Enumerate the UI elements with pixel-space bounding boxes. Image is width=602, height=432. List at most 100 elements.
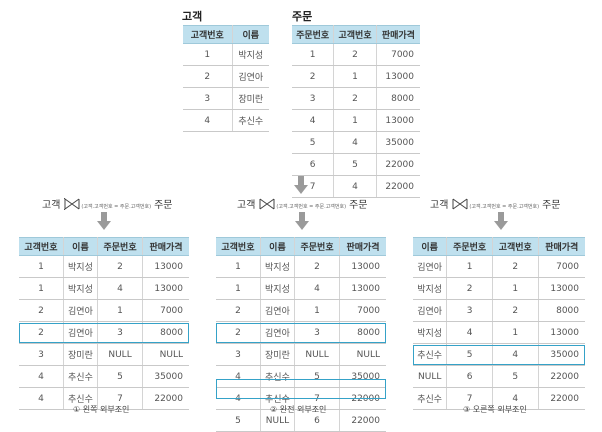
table-cell: 1 <box>19 255 64 278</box>
table-row: 1 박지성 4 13000 <box>216 277 386 300</box>
column-header: 이름 <box>260 237 296 256</box>
table-cell: 13000 <box>376 109 420 132</box>
table-cell: 5 <box>333 153 377 176</box>
full-join-left-label: 고객 <box>237 200 256 211</box>
table-cell: NULL <box>339 343 386 366</box>
right-join-expression: 고객 (고객.고객번호 = 주문.고객번호) 주문 <box>430 196 560 211</box>
table-row: 2 김연아 3 8000 <box>19 321 189 344</box>
table-cell: 3 <box>294 321 341 344</box>
table-row: 2 김연아 1 7000 <box>19 299 189 322</box>
table-row: 4 1 13000 <box>292 109 420 132</box>
column-header: 주문번호 <box>292 25 335 44</box>
table-cell: 박지성 <box>413 277 448 300</box>
table-row: 4 추신수 <box>183 109 269 132</box>
table-cell: 4 <box>183 109 233 132</box>
table-cell: 4 <box>333 175 377 198</box>
column-header: 판매가격 <box>339 237 386 256</box>
table-cell: 13000 <box>538 321 585 344</box>
right-join-condition: (고객.고객번호 = 주문.고객번호) <box>469 204 540 210</box>
table-cell: 김연아 <box>63 321 99 344</box>
table-cell: 13000 <box>376 65 420 88</box>
table-row: 3 2 8000 <box>292 87 420 110</box>
table-cell: 3 <box>292 87 335 110</box>
table-cell: 2 <box>446 277 493 300</box>
table-cell: 4 <box>492 343 539 366</box>
table-row: 7 4 22000 <box>292 175 420 198</box>
table-cell: 22000 <box>538 387 585 410</box>
left-outer-join-icon <box>64 197 80 210</box>
table-cell: 8000 <box>339 321 386 344</box>
table-cell: 22000 <box>339 387 386 410</box>
table-cell: NULL <box>142 343 189 366</box>
table-row: 1 박지성 <box>183 43 269 66</box>
right-outer-join-icon <box>452 198 468 209</box>
column-header: 주문번호 <box>97 237 144 256</box>
table-row: 2 김연아 1 7000 <box>216 299 386 322</box>
table-cell: 5 <box>292 131 335 154</box>
column-header: 이름 <box>232 25 269 44</box>
table-cell: 4 <box>19 365 64 388</box>
table-cell: 장미란 <box>63 343 99 366</box>
table-row: 김연아 3 2 8000 <box>413 299 585 322</box>
table-cell: 추신수 <box>63 387 99 410</box>
table-cell: 3 <box>97 321 144 344</box>
table-cell: 박지성 <box>413 321 448 344</box>
table-cell: 1 <box>294 299 341 322</box>
table-cell: 2 <box>216 321 261 344</box>
column-header: 고객번호 <box>216 237 261 256</box>
table-row: 4 추신수 5 35000 <box>216 365 386 388</box>
table-cell: 2 <box>183 65 233 88</box>
left-join-expression: 고객 (고객.고객번호 = 주문.고객번호) 주문 <box>42 196 172 211</box>
orders-table: 주문번호 고객번호 판매가격 1 2 7000 2 1 13000 3 2 8000 4 1 13000 5 4… <box>292 25 420 198</box>
column-header: 고객번호 <box>492 237 539 256</box>
table-cell: 1 <box>333 109 377 132</box>
table-row: 박지성 2 1 13000 <box>413 277 585 300</box>
table-cell: 1 <box>292 43 335 66</box>
table-cell: 6 <box>292 153 335 176</box>
table-row: 3 장미란 <box>183 87 269 110</box>
table-cell: 7000 <box>339 299 386 322</box>
table-cell: 박지성 <box>232 43 269 66</box>
table-cell: 4 <box>292 109 335 132</box>
table-row: 박지성 4 1 13000 <box>413 321 585 344</box>
table-cell: 2 <box>333 43 377 66</box>
table-cell: 3 <box>216 343 261 366</box>
table-cell: 1 <box>97 299 144 322</box>
table-cell: 7000 <box>142 299 189 322</box>
table-row: 추신수 7 4 22000 <box>413 387 585 410</box>
table-cell: 3 <box>446 299 493 322</box>
table-row: 1 2 7000 <box>292 43 420 66</box>
table-cell: 1 <box>19 277 64 300</box>
table-cell: 1 <box>183 43 233 66</box>
table-cell: 8000 <box>142 321 189 344</box>
full-join-condition: (고객.고객번호 = 주문.고객번호) <box>276 204 347 210</box>
down-arrow-icon <box>295 212 309 230</box>
table-cell: 6 <box>446 365 493 388</box>
table-cell: 5 <box>294 365 341 388</box>
column-header: 판매가격 <box>538 237 585 256</box>
table-cell: 13000 <box>142 255 189 278</box>
column-header: 고객번호 <box>19 237 64 256</box>
table-row: 1 박지성 4 13000 <box>19 277 189 300</box>
table-cell: 22000 <box>538 365 585 388</box>
table-cell: 박지성 <box>260 277 296 300</box>
table-cell: 4 <box>216 365 261 388</box>
full-outer-join-result-table: 고객번호 이름 주문번호 판매가격 1 박지성 2 13000 1 박지성 4 13000 2 김연아 1 7… <box>216 237 386 432</box>
right-join-right-label: 주문 <box>542 200 561 211</box>
table-cell: 2 <box>19 321 64 344</box>
table-row: 5 4 35000 <box>292 131 420 154</box>
table-row: 1 박지성 2 13000 <box>216 255 386 278</box>
table-cell: 4 <box>97 277 144 300</box>
table-cell: 2 <box>97 255 144 278</box>
table-cell: 김연아 <box>260 299 296 322</box>
table-cell: 장미란 <box>232 87 269 110</box>
orders-table-title: 주문 <box>292 10 313 23</box>
table-cell: 1 <box>216 255 261 278</box>
table-row: 1 박지성 2 13000 <box>19 255 189 278</box>
customer-table: 고객번호 이름 1 박지성 2 김연아 3 장미란 4 추신수 <box>183 25 269 132</box>
table-cell: 35000 <box>376 131 420 154</box>
table-cell: 4 <box>333 131 377 154</box>
table-cell: 추신수 <box>260 365 296 388</box>
table-cell: 13000 <box>339 277 386 300</box>
table-cell: 2 <box>292 65 335 88</box>
